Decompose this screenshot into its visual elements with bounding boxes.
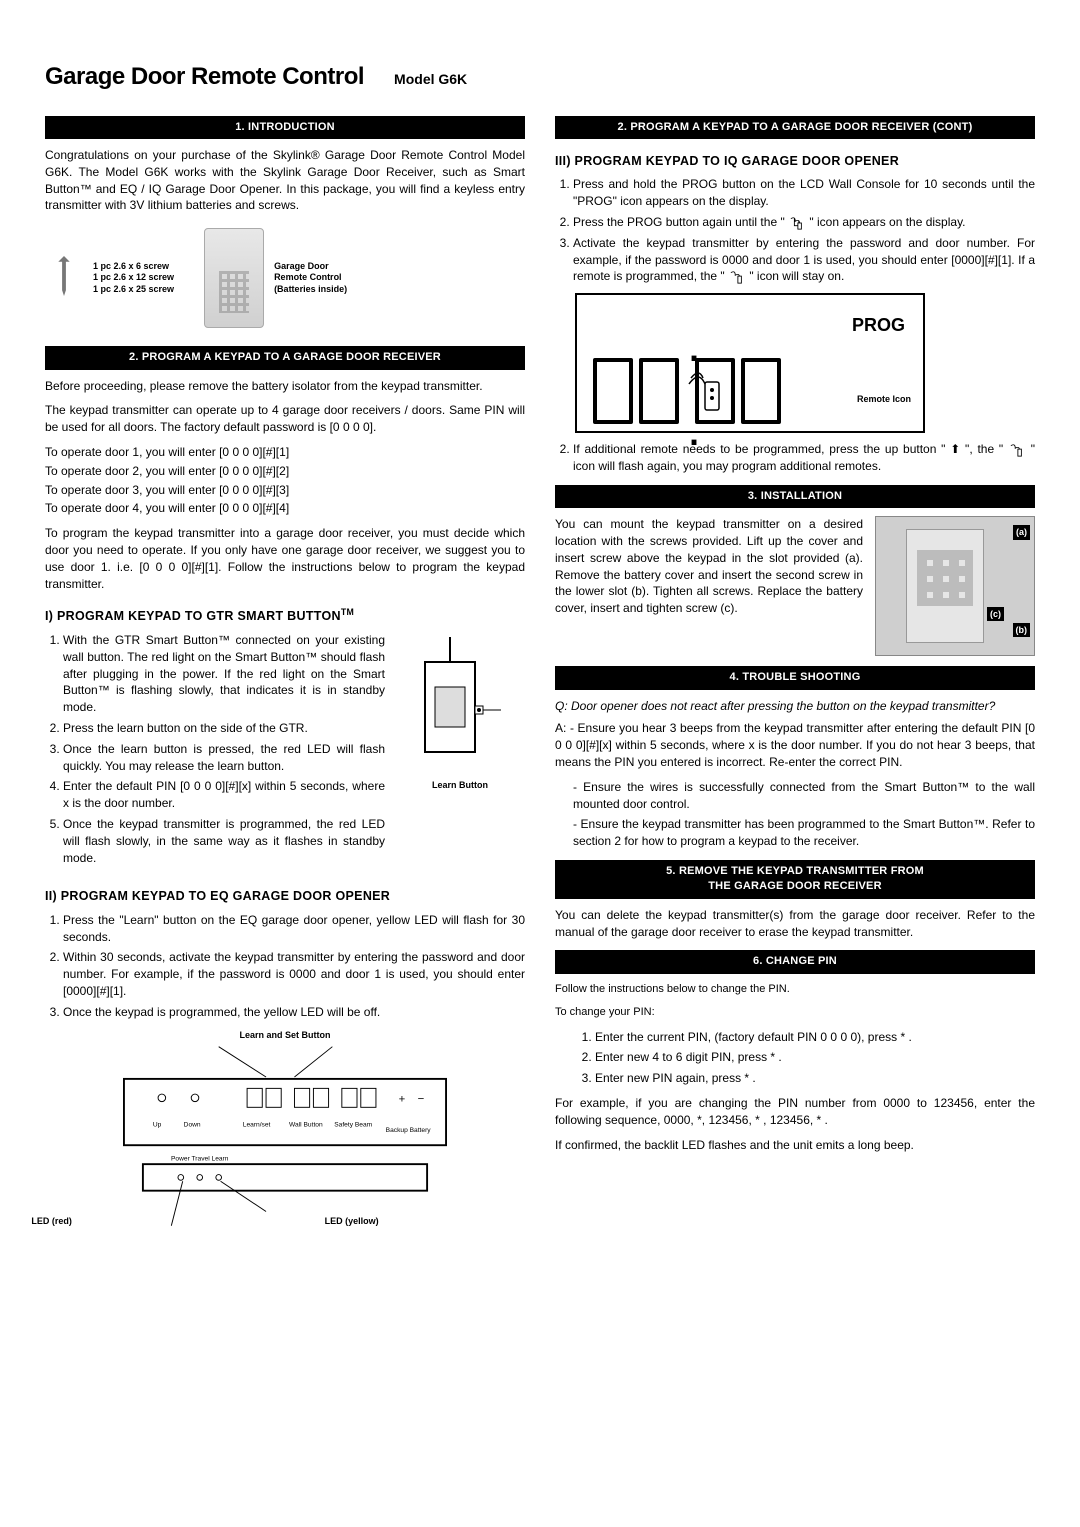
s4-answer-lead: A: - Ensure you hear 3 beeps from the ke…	[555, 720, 1035, 770]
gtr-steps-list: With the GTR Smart Button™ connected on …	[45, 632, 385, 866]
operate-lines: To operate door 1, you will enter [0 0 0…	[45, 444, 525, 517]
remote-hand-icon	[1008, 443, 1026, 457]
page-header: Garage Door Remote Control Model G6K	[45, 60, 1035, 94]
right-column: 2. PROGRAM A KEYPAD TO A GARAGE DOOR REC…	[555, 106, 1035, 1236]
s4-question: Q: Door opener does not react after pres…	[555, 698, 1035, 715]
svg-text:Backup Battery: Backup Battery	[386, 1127, 432, 1134]
keypad-line-3: (Batteries inside)	[274, 284, 347, 296]
s2-p3: To program the keypad transmitter into a…	[45, 525, 525, 592]
gtr-step-5: Once the keypad transmitter is programme…	[63, 816, 385, 866]
gtr-step-1: With the GTR Smart Button™ connected on …	[63, 632, 385, 716]
s6-p3: For example, if you are changing the PIN…	[555, 1095, 1035, 1129]
model-label: Model G6K	[394, 70, 467, 90]
op-line-2: To operate door 2, you will enter [0 0 0…	[45, 463, 525, 480]
keypad-line-2: Remote Control	[274, 272, 347, 284]
eq-step-2: Within 30 seconds, activate the keypad t…	[63, 949, 525, 999]
lcd-figure: PROG Remote Icon	[575, 293, 925, 433]
section-6-bar: 6. CHANGE PIN	[555, 950, 1035, 973]
svg-text:Up: Up	[153, 1121, 162, 1128]
s3-p: You can mount the keypad transmitter on …	[555, 516, 863, 617]
s6-p2: To change your PIN:	[555, 1005, 1035, 1020]
screws-block: 1 pc 2.6 x 6 screw 1 pc 2.6 x 12 screw 1…	[45, 252, 174, 305]
section-5-bar: 5. REMOVE THE KEYPAD TRANSMITTER FROM TH…	[555, 860, 1035, 899]
s4-answer-2: - Ensure the wires is successfully conne…	[573, 779, 1035, 813]
package-contents-row: 1 pc 2.6 x 6 screw 1 pc 2.6 x 12 screw 1…	[45, 228, 525, 328]
gtr-figure: Learn Button	[395, 632, 525, 874]
svg-text:Power Travel Learn: Power Travel Learn	[171, 1156, 229, 1163]
svg-text:Learn/set: Learn/set	[243, 1121, 271, 1128]
eq-led-yellow-label: LED (yellow)	[325, 1215, 379, 1228]
keypad-image	[204, 228, 264, 328]
install-tag-a: (a)	[1013, 525, 1030, 540]
s6-p4: If confirmed, the backlit LED flashes an…	[555, 1137, 1035, 1154]
s6-p1: Follow the instructions below to change …	[555, 982, 1035, 997]
svg-text:Safety Beam: Safety Beam	[334, 1121, 372, 1128]
keypad-line-1: Garage Door	[274, 261, 347, 273]
install-figure: (a) (c) (b)	[875, 516, 1035, 656]
screw-icon	[45, 252, 83, 305]
remote-hand-icon	[788, 216, 806, 230]
iq-step-2: Press the PROG button again until the " …	[573, 214, 1035, 231]
screw-line-2: 1 pc 2.6 x 12 screw	[93, 272, 174, 284]
gtr-fig-caption: Learn Button	[395, 779, 525, 792]
svg-text:Down: Down	[184, 1121, 201, 1128]
gtr-step-4: Enter the default PIN [0 0 0 0][#][x] wi…	[63, 778, 385, 812]
s2-p2: The keypad transmitter can operate up to…	[45, 402, 525, 436]
section-2-bar: 2. PROGRAM A KEYPAD TO A GARAGE DOOR REC…	[45, 346, 525, 369]
section-2cont-bar: 2. PROGRAM A KEYPAD TO A GARAGE DOOR REC…	[555, 116, 1035, 139]
eq-svg-icon: +− Up Down Learn/set Wall Button Safety …	[105, 1041, 465, 1230]
page-title: Garage Door Remote Control	[45, 60, 364, 94]
eq-step-1: Press the "Learn" button on the EQ garag…	[63, 912, 525, 946]
remote-hand-icon	[728, 270, 746, 284]
iq-step-3: Activate the keypad transmitter by enter…	[573, 235, 1035, 285]
section-3-bar: 3. INSTALLATION	[555, 485, 1035, 508]
s6-steps-list: Enter the current PIN, (factory default …	[555, 1029, 1035, 1087]
section-4-bar: 4. TROUBLE SHOOTING	[555, 666, 1035, 689]
op-line-4: To operate door 4, you will enter [0 0 0…	[45, 500, 525, 517]
eq-top-label: Learn and Set Button	[45, 1029, 525, 1042]
s4-answer-3: - Ensure the keypad transmitter has been…	[573, 816, 1035, 850]
keypad-block: Garage Door Remote Control (Batteries in…	[204, 228, 347, 328]
screw-line-1: 1 pc 2.6 x 6 screw	[93, 261, 174, 273]
svg-text:+: +	[399, 1094, 406, 1106]
install-tag-c: (c)	[987, 607, 1004, 622]
lcd-remote-label: Remote Icon	[857, 393, 911, 406]
gtr-svg-icon	[405, 632, 515, 772]
iq-steps-list: Press and hold the PROG button on the LC…	[555, 176, 1035, 285]
s6-step-1: Enter the current PIN, (factory default …	[595, 1029, 1035, 1046]
s2-p1: Before proceeding, please remove the bat…	[45, 378, 525, 395]
svg-text:−: −	[418, 1094, 425, 1106]
install-tag-b: (b)	[1013, 623, 1031, 638]
eq-figure: Learn and Set Button +− Up Down Learn/se…	[45, 1029, 525, 1228]
op-line-3: To operate door 3, you will enter [0 0 0…	[45, 482, 525, 499]
iq-step-1: Press and hold the PROG button on the LC…	[573, 176, 1035, 210]
subhead-ii: II) PROGRAM KEYPAD TO EQ GARAGE DOOR OPE…	[45, 888, 525, 906]
eq-step-3: Once the keypad is programmed, the yello…	[63, 1004, 525, 1021]
s6-step-2: Enter new 4 to 6 digit PIN, press * .	[595, 1049, 1035, 1066]
subhead-i: I) PROGRAM KEYPAD TO GTR SMART BUTTONTM	[45, 606, 525, 626]
op-line-1: To operate door 1, you will enter [0 0 0…	[45, 444, 525, 461]
lcd-prog-label: PROG	[852, 313, 905, 338]
screw-line-3: 1 pc 2.6 x 25 screw	[93, 284, 174, 296]
section-1-bar: 1. INTRODUCTION	[45, 116, 525, 139]
left-column: 1. INTRODUCTION Congratulations on your …	[45, 106, 525, 1236]
svg-text:Wall Button: Wall Button	[289, 1121, 323, 1128]
gtr-step-3: Once the learn button is pressed, the re…	[63, 741, 385, 775]
s5-p: You can delete the keypad transmitter(s)…	[555, 907, 1035, 941]
gtr-step-2: Press the learn button on the side of th…	[63, 720, 385, 737]
s6-step-3: Enter new PIN again, press * .	[595, 1070, 1035, 1087]
eq-led-red-label: LED (red)	[31, 1215, 72, 1228]
eq-steps-list: Press the "Learn" button on the EQ garag…	[45, 912, 525, 1021]
lcd-remote-icon	[687, 366, 727, 421]
intro-paragraph: Congratulations on your purchase of the …	[45, 147, 525, 214]
subhead-iii: III) PROGRAM KEYPAD TO IQ GARAGE DOOR OP…	[555, 153, 1035, 171]
